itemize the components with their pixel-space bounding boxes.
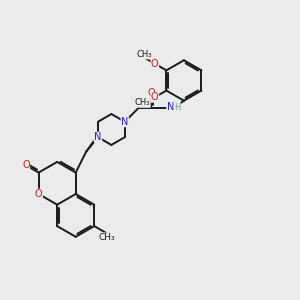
Text: O: O [151, 92, 159, 102]
Text: N: N [94, 132, 102, 142]
Text: N: N [121, 117, 128, 127]
Text: O: O [148, 88, 155, 98]
Text: H: H [174, 103, 181, 112]
Text: N: N [167, 102, 174, 112]
Text: CH₃: CH₃ [135, 98, 150, 107]
Text: O: O [35, 189, 42, 199]
Text: O: O [22, 160, 30, 170]
Text: CH₃: CH₃ [136, 50, 152, 59]
Text: CH₃: CH₃ [98, 233, 115, 242]
Text: O: O [151, 59, 159, 69]
